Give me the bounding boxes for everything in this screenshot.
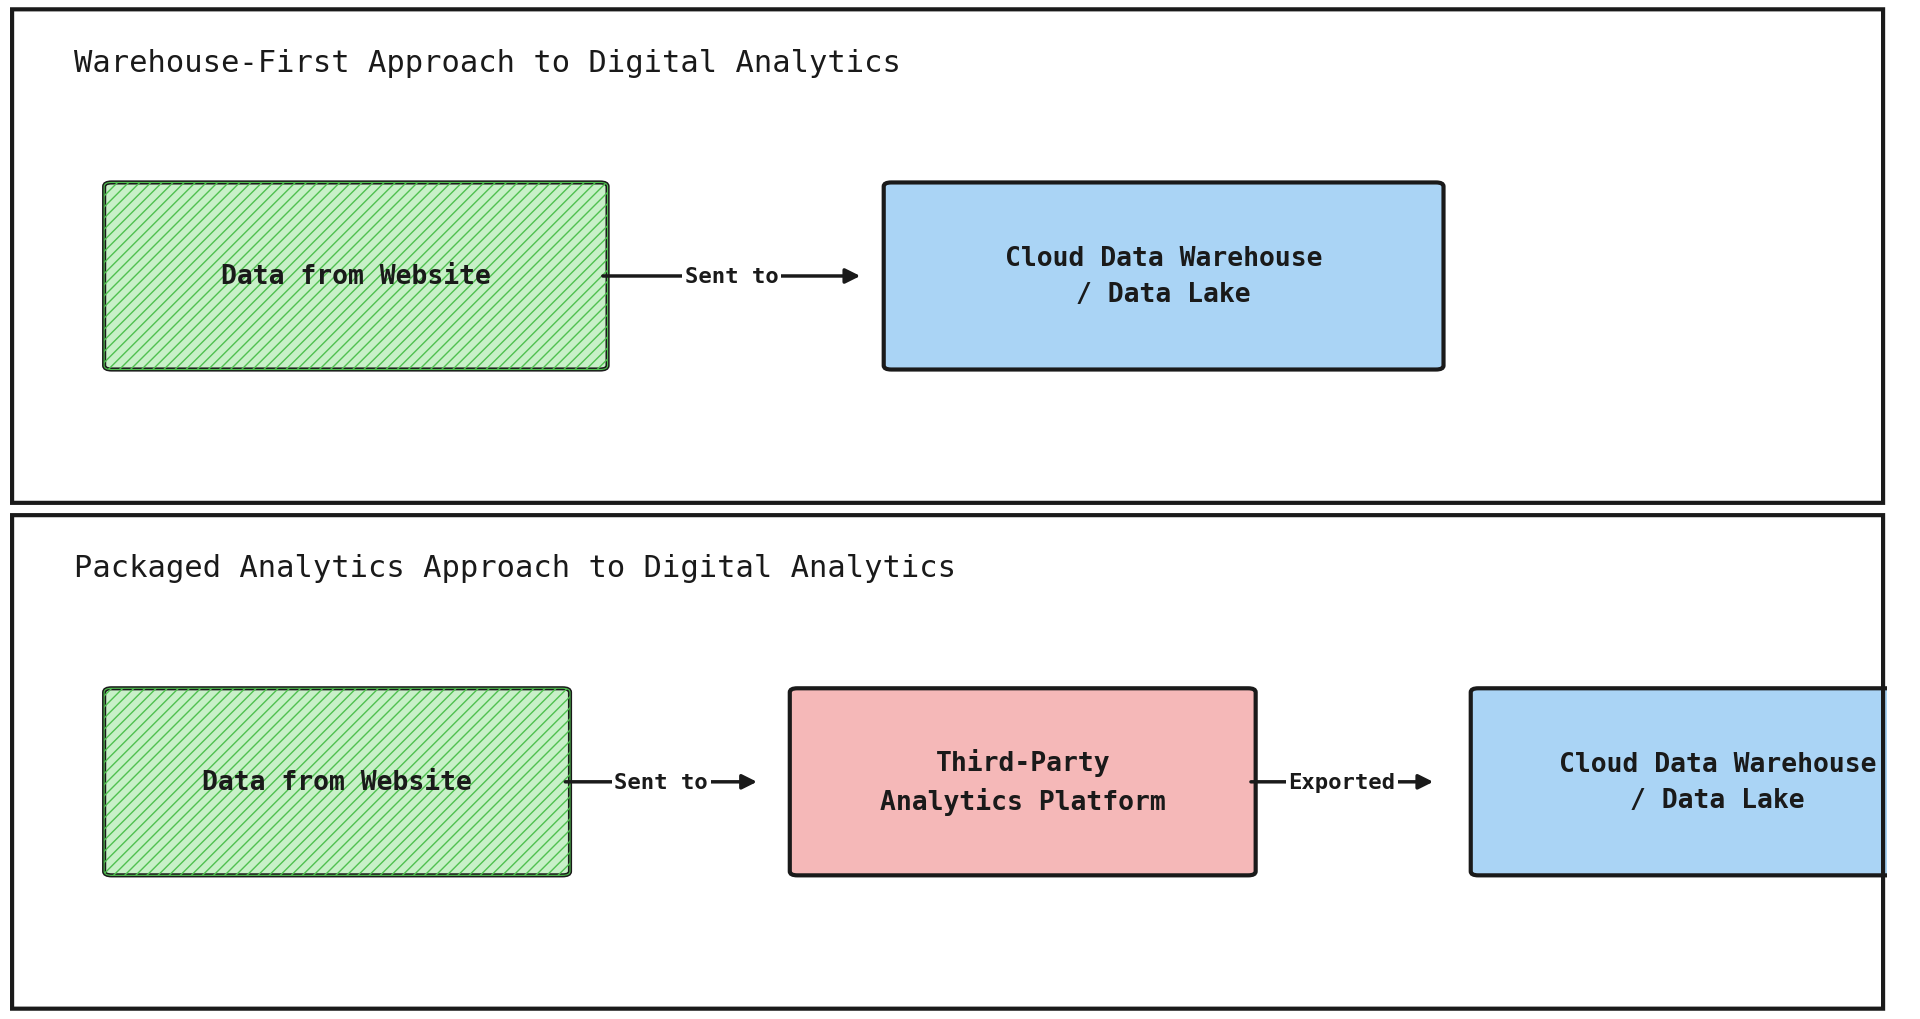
- Text: Exported: Exported: [1288, 772, 1396, 792]
- Text: Cloud Data Warehouse
/ Data Lake: Cloud Data Warehouse / Data Lake: [1004, 246, 1323, 308]
- Text: Data from Website: Data from Website: [221, 264, 492, 289]
- Text: Sent to: Sent to: [614, 772, 708, 792]
- FancyBboxPatch shape: [104, 689, 570, 875]
- Text: Data from Website: Data from Website: [202, 769, 472, 795]
- FancyBboxPatch shape: [789, 689, 1256, 875]
- FancyBboxPatch shape: [883, 183, 1444, 370]
- Text: Warehouse-First Approach to Digital Analytics: Warehouse-First Approach to Digital Anal…: [75, 49, 900, 77]
- Text: Sent to: Sent to: [685, 267, 778, 286]
- Text: Cloud Data Warehouse
/ Data Lake: Cloud Data Warehouse / Data Lake: [1559, 751, 1876, 813]
- FancyBboxPatch shape: [104, 183, 607, 370]
- FancyBboxPatch shape: [1471, 689, 1920, 875]
- Text: Packaged Analytics Approach to Digital Analytics: Packaged Analytics Approach to Digital A…: [75, 554, 956, 583]
- Text: Third-Party
Analytics Platform: Third-Party Analytics Platform: [879, 749, 1165, 815]
